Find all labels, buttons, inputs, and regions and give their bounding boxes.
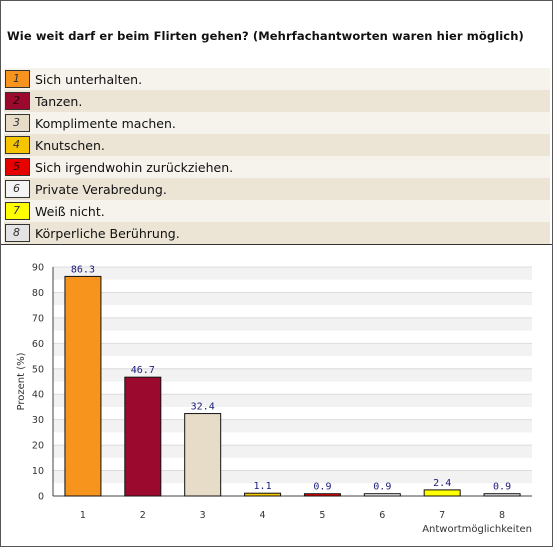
- bar: [64, 275, 102, 497]
- bar-value-label: 0.9: [373, 482, 391, 493]
- legend-label: Sich irgendwohin zurückziehen.: [35, 159, 234, 175]
- bar: [483, 493, 521, 497]
- legend-label: Weiß nicht.: [35, 203, 105, 219]
- legend-swatch: 8: [5, 224, 30, 242]
- grid-band: [53, 317, 532, 331]
- y-tick-label: 20: [32, 441, 44, 452]
- bar: [363, 493, 401, 497]
- legend: 1 Sich unterhalten. 2 Tanzen. 3 Komplimente m…: [4, 68, 550, 244]
- grid-band: [53, 432, 532, 446]
- x-tick-label: 5: [319, 510, 325, 521]
- grid-band: [53, 305, 532, 318]
- grid-band: [53, 330, 532, 344]
- legend-item: 4 Knutschen.: [4, 134, 550, 156]
- grid-band: [53, 267, 532, 280]
- legend-label: Private Verabredung.: [35, 181, 167, 197]
- legend-item: 8 Körperliche Berührung.: [4, 222, 550, 244]
- y-tick-label: 70: [32, 313, 44, 324]
- grid-band: [53, 394, 532, 407]
- legend-swatch: 2: [5, 92, 30, 110]
- y-tick-label: 0: [38, 492, 44, 503]
- x-tick-label: 6: [379, 510, 385, 521]
- x-tick-label: 8: [499, 510, 505, 521]
- legend-swatch: 5: [5, 158, 30, 176]
- bar-value-label: 86.3: [71, 264, 95, 275]
- legend-label: Komplimente machen.: [35, 115, 176, 131]
- x-tick-label: 1: [80, 510, 86, 521]
- y-axis-title: Prozent (%): [16, 352, 27, 410]
- x-tick-label: 2: [140, 510, 146, 521]
- bar: [244, 492, 282, 497]
- bar: [124, 376, 162, 497]
- question-title: Wie weit darf er beim Flirten gehen? (Me…: [7, 29, 524, 43]
- grid-band: [53, 368, 532, 382]
- legend-label: Sich unterhalten.: [35, 71, 143, 87]
- bar: [184, 413, 222, 497]
- bar-value-label: 32.4: [191, 402, 215, 413]
- bar-value-label: 46.7: [131, 365, 155, 376]
- grid-band: [53, 381, 532, 395]
- divider: [1, 244, 552, 245]
- grid-band: [53, 483, 532, 496]
- bar-value-label: 1.1: [254, 481, 272, 492]
- bar-value-label: 2.4: [433, 478, 451, 489]
- y-tick-label: 90: [32, 263, 44, 274]
- bar-value-label: 0.9: [313, 482, 331, 493]
- legend-item: 2 Tanzen.: [4, 90, 550, 112]
- y-tick-label: 10: [32, 466, 44, 477]
- x-tick-label: 3: [200, 510, 206, 521]
- legend-label: Tanzen.: [35, 93, 83, 109]
- y-tick-label: 40: [32, 390, 44, 401]
- legend-label: Knutschen.: [35, 137, 105, 153]
- grid-band: [53, 445, 532, 458]
- y-tick-label: 50: [32, 364, 44, 375]
- bar-chart: 0 10 20 30 40 50 60 70 80 90 86.3 1 46.7 2 32.4 3 1.1 4 0.…: [16, 263, 532, 535]
- y-tick-label: 60: [32, 339, 44, 350]
- y-tick-label: 30: [32, 415, 44, 426]
- grid-band: [53, 292, 532, 306]
- legend-item: 3 Komplimente machen.: [4, 112, 550, 134]
- legend-item: 6 Private Verabredung.: [4, 178, 550, 200]
- x-tick-label: 4: [260, 510, 266, 521]
- legend-item: 7 Weiß nicht.: [4, 200, 550, 222]
- grid-band: [53, 356, 532, 369]
- legend-swatch: 7: [5, 202, 30, 220]
- grid-band: [53, 343, 532, 357]
- legend-swatch: 4: [5, 136, 30, 154]
- x-tick-label: 7: [439, 510, 445, 521]
- legend-swatch: 6: [5, 180, 30, 198]
- y-tick-label: 80: [32, 288, 44, 299]
- legend-label: Körperliche Berührung.: [35, 225, 180, 241]
- legend-item: 5 Sich irgendwohin zurückziehen.: [4, 156, 550, 178]
- grid-band: [53, 470, 532, 484]
- legend-swatch: 1: [5, 70, 30, 88]
- grid-band: [53, 279, 532, 293]
- bar-value-label: 0.9: [493, 482, 511, 493]
- grid-band: [53, 457, 532, 471]
- legend-swatch: 3: [5, 114, 30, 132]
- bar: [423, 489, 461, 497]
- grid-band: [53, 419, 532, 433]
- x-axis-title: Antwortmöglichkeiten: [422, 524, 532, 535]
- legend-item: 1 Sich unterhalten.: [4, 68, 550, 90]
- grid-band: [53, 406, 532, 420]
- bar: [303, 493, 341, 497]
